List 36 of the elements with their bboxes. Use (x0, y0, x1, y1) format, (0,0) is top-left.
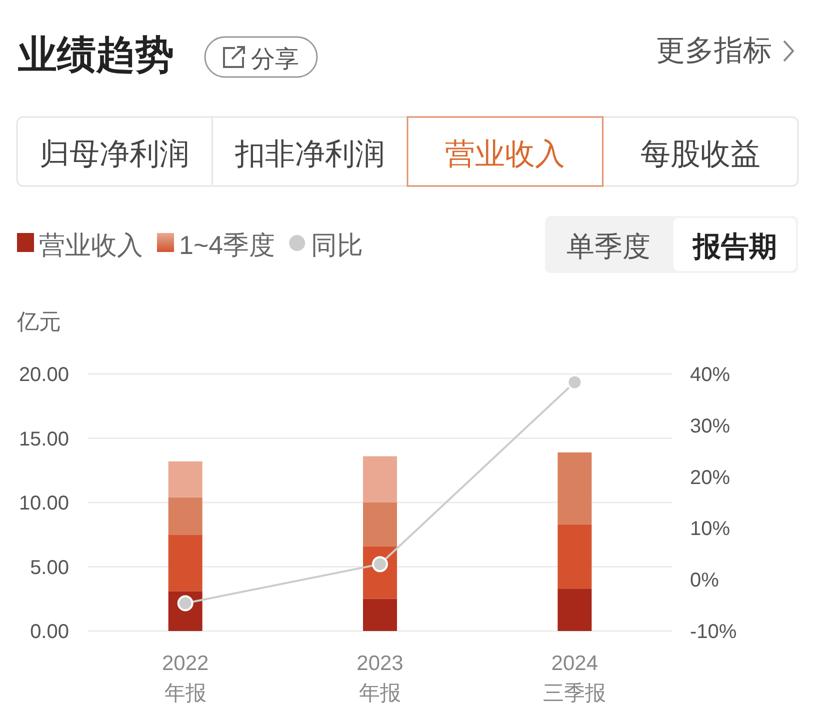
x-tick-label: 2023 年报 (356, 652, 404, 705)
x-tick-label: 2024 三季报 (543, 652, 606, 705)
more-link: 更多指标 (656, 35, 794, 67)
bar (363, 598, 397, 631)
y-tick-label: 15.00 (18, 428, 69, 450)
bar (168, 461, 202, 498)
toggle-label: 报告期 (692, 231, 777, 262)
bar (558, 524, 592, 589)
bar (168, 497, 202, 535)
chart-title: 业绩趋势 (17, 34, 174, 77)
bar (558, 588, 592, 631)
y-tick-label: 5.00 (30, 556, 69, 579)
bar (363, 456, 397, 502)
legend-label: 同比 (311, 230, 364, 260)
bar (363, 502, 397, 546)
y-axis-title: 亿元 (16, 309, 61, 334)
bar (168, 534, 202, 592)
x-tick-label: 2022 年报 (162, 652, 209, 705)
share-button-label: 分享 (251, 46, 299, 73)
y2-tick-label: 40% (690, 364, 730, 386)
y2-tick-label: 20% (690, 466, 730, 489)
legend-label: 营业收入 (39, 230, 143, 260)
y-tick-label: 10.00 (18, 492, 69, 514)
y2-tick-label: -10% (690, 621, 737, 643)
y-tick-label: 0.00 (30, 621, 69, 643)
tab-label: 归母净利润 (40, 138, 190, 171)
y2-tick-label: 30% (690, 415, 730, 438)
tab-label: 每股收益 (640, 138, 760, 171)
y2-tick-label: 0% (690, 570, 720, 592)
bar (558, 452, 592, 524)
tab-label: 扣非净利润 (234, 138, 385, 171)
tab-label: 营业收入 (445, 138, 566, 171)
y-tick-label: 20.00 (18, 364, 69, 386)
legend-label: 1~4季度 (179, 230, 276, 260)
y2-tick-label: 10% (690, 518, 730, 540)
toggle-label: 单季度 (566, 231, 650, 262)
